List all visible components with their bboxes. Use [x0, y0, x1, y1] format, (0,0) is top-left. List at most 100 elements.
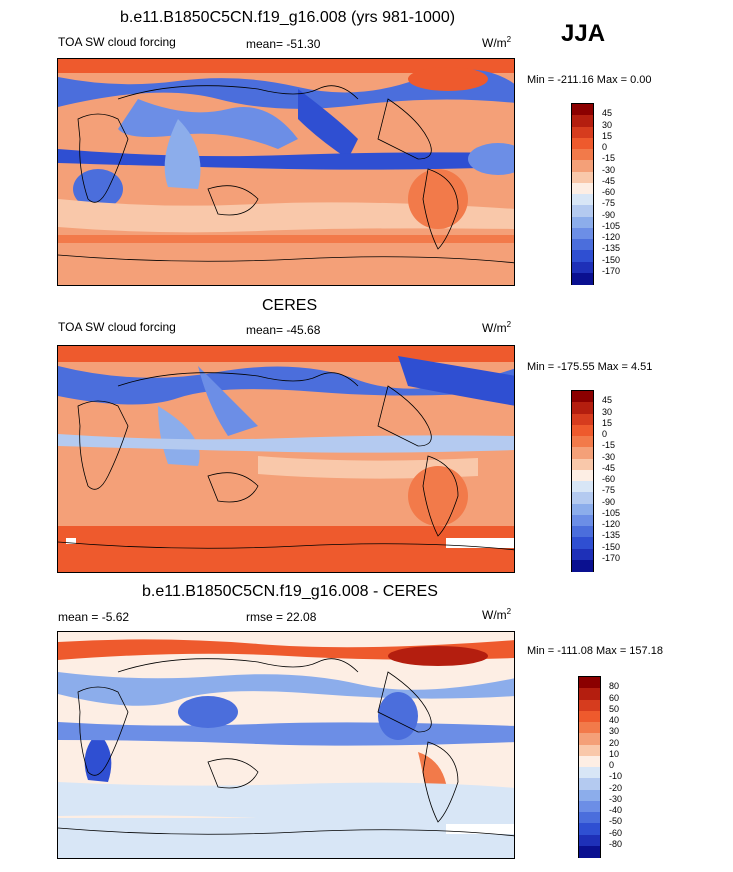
colorbar-swatch	[572, 239, 593, 251]
colorbar-tick-label: -30	[602, 453, 615, 462]
colorbar-tick-label: 0	[602, 430, 607, 439]
colorbar-tick-label: -120	[602, 233, 620, 242]
colorbar-swatch	[572, 492, 593, 504]
colorbar-swatch	[572, 425, 593, 437]
colorbar-swatch	[572, 481, 593, 493]
colorbar-tick-label: -150	[602, 543, 620, 552]
panel-3-minmax: Min = -111.08 Max = 157.18	[527, 646, 663, 657]
panel-1-title: b.e11.B1850C5CN.f19_g16.008 (yrs 981-100…	[120, 10, 455, 26]
colorbar-tick-label: -60	[609, 829, 622, 838]
colorbar-swatch	[572, 183, 593, 195]
colorbar-tick-label: -135	[602, 531, 620, 540]
panel-3-rmse-label: rmse = 22.08	[246, 611, 316, 623]
panel-2-title: CERES	[262, 298, 317, 314]
colorbar-swatch	[572, 549, 593, 561]
colorbar-swatch	[579, 745, 600, 757]
colorbar-tick-label: 30	[609, 727, 619, 736]
colorbar-swatch	[579, 846, 600, 858]
colorbar-swatch	[579, 767, 600, 779]
colorbar-swatch	[579, 835, 600, 847]
colorbar-swatch	[579, 790, 600, 802]
panel-3-units: W/m2	[482, 608, 511, 621]
colorbar-swatch	[579, 733, 600, 745]
colorbar-swatch	[572, 160, 593, 172]
panel-2-map	[57, 345, 515, 573]
colorbar-tick-label: -45	[602, 464, 615, 473]
colorbar-swatch	[572, 115, 593, 127]
colorbar-swatch	[579, 688, 600, 700]
colorbar-swatch	[579, 677, 600, 689]
panel-2-colorbar	[571, 390, 594, 572]
colorbar-swatch	[579, 778, 600, 790]
colorbar-tick-label: 30	[602, 121, 612, 130]
panel-2-variable-label: TOA SW cloud forcing	[58, 321, 176, 333]
colorbar-tick-label: -60	[602, 475, 615, 484]
colorbar-swatch	[572, 447, 593, 459]
colorbar-swatch	[572, 526, 593, 538]
colorbar-swatch	[572, 436, 593, 448]
colorbar-swatch	[579, 711, 600, 723]
colorbar-swatch	[572, 205, 593, 217]
colorbar-tick-label: -20	[609, 784, 622, 793]
colorbar-tick-label: 10	[609, 750, 619, 759]
colorbar-swatch	[572, 560, 593, 572]
panel-1-mean-label: mean= -51.30	[246, 38, 320, 50]
panel-3-colorbar	[578, 676, 601, 858]
season-label: JJA	[561, 22, 605, 46]
colorbar-swatch	[579, 823, 600, 835]
colorbar-tick-label: -90	[602, 498, 615, 507]
colorbar-swatch	[572, 262, 593, 274]
colorbar-swatch	[572, 228, 593, 240]
colorbar-tick-label: 40	[609, 716, 619, 725]
colorbar-tick-label: 20	[609, 739, 619, 748]
panel-3-mean-label: mean = -5.62	[58, 611, 129, 623]
panel-3-map	[57, 631, 515, 859]
colorbar-swatch	[572, 149, 593, 161]
colorbar-swatch	[579, 756, 600, 768]
panel-1-minmax: Min = -211.16 Max = 0.00	[527, 75, 652, 86]
colorbar-tick-label: 80	[609, 682, 619, 691]
colorbar-swatch	[572, 515, 593, 527]
colorbar-tick-label: 15	[602, 132, 612, 141]
panel-2-mean-label: mean= -45.68	[246, 324, 320, 336]
colorbar-tick-label: 0	[609, 761, 614, 770]
colorbar-tick-label: -120	[602, 520, 620, 529]
colorbar-tick-label: -50	[609, 817, 622, 826]
colorbar-tick-label: -45	[602, 177, 615, 186]
colorbar-swatch	[572, 459, 593, 471]
colorbar-swatch	[572, 391, 593, 403]
colorbar-swatch	[572, 402, 593, 414]
colorbar-swatch	[572, 537, 593, 549]
colorbar-swatch	[572, 138, 593, 150]
colorbar-tick-label: -75	[602, 199, 615, 208]
colorbar-tick-label: 0	[602, 143, 607, 152]
colorbar-tick-label: 50	[609, 705, 619, 714]
panel-1-variable-label: TOA SW cloud forcing	[58, 36, 176, 48]
colorbar-tick-label: 15	[602, 419, 612, 428]
panel-2-minmax: Min = -175.55 Max = 4.51	[527, 362, 652, 373]
colorbar-tick-label: 45	[602, 109, 612, 118]
colorbar-swatch	[572, 217, 593, 229]
colorbar-tick-label: -170	[602, 267, 620, 276]
colorbar-tick-label: -15	[602, 441, 615, 450]
colorbar-swatch	[572, 250, 593, 262]
panel-2-units: W/m2	[482, 321, 511, 334]
colorbar-swatch	[572, 194, 593, 206]
colorbar-tick-label: -40	[609, 806, 622, 815]
colorbar-tick-label: -90	[602, 211, 615, 220]
colorbar-swatch	[572, 127, 593, 139]
colorbar-tick-label: -150	[602, 256, 620, 265]
colorbar-tick-label: 60	[609, 694, 619, 703]
panel-1-colorbar	[571, 103, 594, 285]
colorbar-swatch	[572, 470, 593, 482]
colorbar-tick-label: -30	[609, 795, 622, 804]
colorbar-tick-label: 45	[602, 396, 612, 405]
colorbar-tick-label: -10	[609, 772, 622, 781]
panel-3-title: b.e11.B1850C5CN.f19_g16.008 - CERES	[142, 584, 438, 600]
panel-1-map	[57, 58, 515, 286]
colorbar-swatch	[579, 801, 600, 813]
colorbar-swatch	[572, 414, 593, 426]
colorbar-tick-label: -105	[602, 509, 620, 518]
colorbar-swatch	[579, 700, 600, 712]
colorbar-tick-label: -60	[602, 188, 615, 197]
